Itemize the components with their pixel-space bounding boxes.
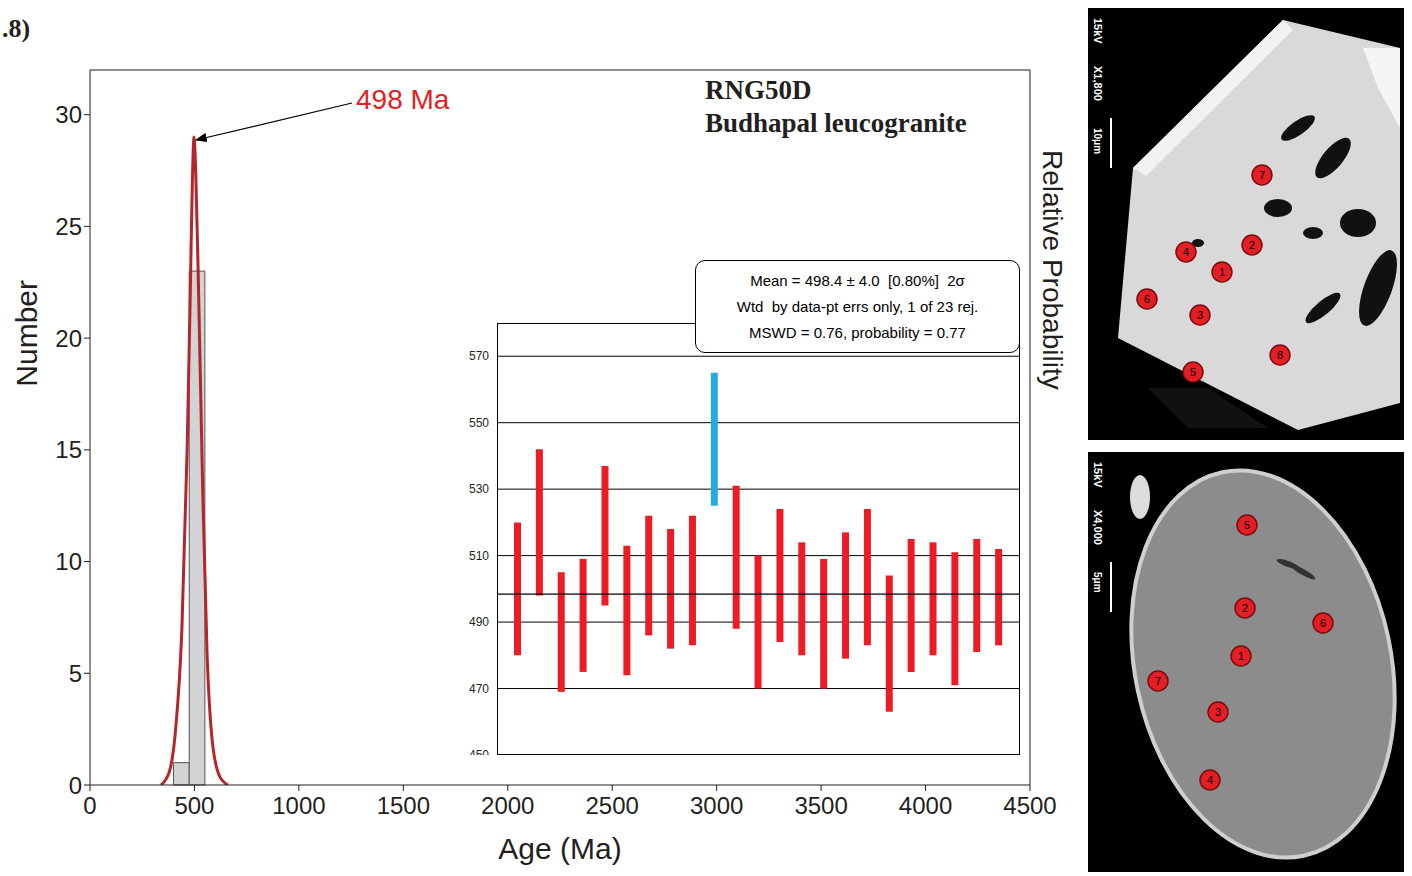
svg-text:2: 2 (1249, 239, 1255, 251)
svg-text:2: 2 (1242, 602, 1248, 614)
svg-text:30: 30 (55, 101, 82, 128)
svg-text:7: 7 (1259, 169, 1265, 181)
svg-text:X4,000: X4,000 (1092, 510, 1104, 545)
html-text:Wtd by data-pt errs only, 1 of: Wtd by data-pt errs only, 1 of 23 rej. (736, 298, 979, 315)
svg-text:3: 3 (1197, 309, 1203, 321)
svg-text:470: 470 (469, 682, 489, 696)
html-text:.8): .8) (2, 14, 31, 43)
svg-text:X1,800: X1,800 (1092, 66, 1104, 101)
svg-text:2500: 2500 (586, 792, 639, 819)
svg-text:4: 4 (1183, 246, 1189, 258)
svg-text:490: 490 (469, 615, 489, 629)
svg-text:3: 3 (1215, 706, 1221, 718)
svg-text:25: 25 (55, 213, 82, 240)
svg-text:550: 550 (469, 416, 489, 430)
svg-text:4500: 4500 (1003, 792, 1056, 819)
svg-text:1000: 1000 (272, 792, 325, 819)
svg-text:2000: 2000 (481, 792, 534, 819)
svg-text:530: 530 (469, 482, 489, 496)
svg-text:0: 0 (69, 772, 82, 799)
svg-text:5: 5 (1244, 519, 1250, 531)
svg-text:450: 450 (469, 748, 489, 755)
svg-text:15kV: 15kV (1092, 462, 1104, 488)
svg-text:3500: 3500 (794, 792, 847, 819)
html-text:RNG50D: RNG50D (705, 75, 812, 105)
html-text:498 Ma: 498 Ma (356, 84, 450, 115)
svg-text:20: 20 (55, 325, 82, 352)
svg-text:0: 0 (83, 792, 96, 819)
svg-text:7: 7 (1155, 675, 1161, 687)
svg-text:3000: 3000 (690, 792, 743, 819)
svg-text:570: 570 (469, 349, 489, 363)
html-text:Relative Probability: Relative Probability (1037, 150, 1068, 390)
svg-text:10μm: 10μm (1092, 128, 1103, 154)
svg-text:15: 15 (55, 436, 82, 463)
svg-text:15kV: 15kV (1092, 18, 1104, 44)
svg-text:10: 10 (55, 548, 82, 575)
svg-text:8: 8 (1277, 349, 1283, 361)
svg-text:5μm: 5μm (1092, 572, 1103, 593)
html-text:MSWD = 0.76, probability = 0.7: MSWD = 0.76, probability = 0.77 (749, 324, 966, 341)
svg-text:1: 1 (1238, 650, 1244, 662)
svg-text:1500: 1500 (377, 792, 430, 819)
svg-text:500: 500 (174, 792, 214, 819)
svg-text:4: 4 (1207, 774, 1213, 786)
svg-text:1: 1 (1219, 266, 1225, 278)
svg-text:6: 6 (1320, 617, 1326, 629)
svg-text:4000: 4000 (899, 792, 952, 819)
svg-text:510: 510 (469, 549, 489, 563)
html-text:Age (Ma): Age (Ma) (498, 832, 622, 865)
svg-text:6: 6 (1144, 293, 1150, 305)
svg-text:5: 5 (1190, 366, 1196, 378)
svg-text:5: 5 (69, 660, 82, 687)
html-text:Number: Number (10, 280, 43, 387)
html-text:Budhapal leucogranite: Budhapal leucogranite (705, 108, 967, 138)
html-text:Mean = 498.4 ± 4.0 [0.80%] 2σ: Mean = 498.4 ± 4.0 [0.80%] 2σ (750, 272, 965, 289)
